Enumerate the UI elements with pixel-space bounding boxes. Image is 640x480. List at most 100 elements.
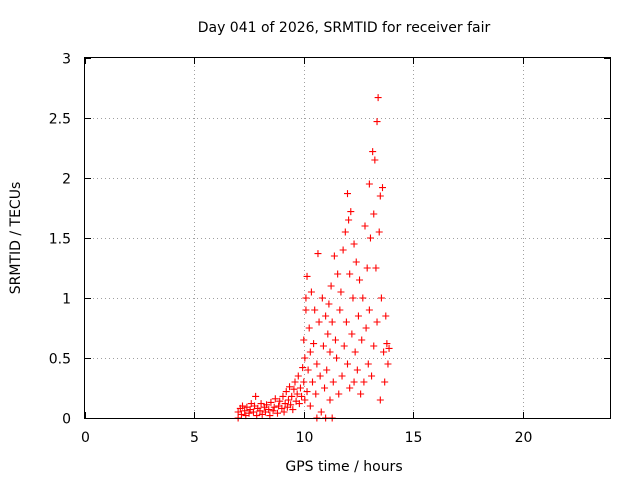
data-point (284, 396, 292, 404)
data-point (382, 312, 390, 320)
data-point (344, 190, 351, 198)
data-point (270, 403, 278, 411)
data-point (362, 324, 370, 332)
data-point (299, 364, 307, 372)
data-point (370, 210, 378, 218)
data-point (372, 264, 380, 272)
data-point (314, 250, 322, 258)
data-point (249, 408, 257, 416)
data-point (330, 252, 338, 260)
data-point (265, 406, 273, 414)
data-point (303, 388, 311, 396)
data-point (326, 396, 334, 404)
y-tick-label: 0.5 (49, 352, 71, 368)
data-point (302, 294, 310, 302)
data-point (357, 390, 365, 398)
data-point (328, 318, 336, 326)
data-point (371, 156, 379, 164)
data-point (364, 360, 372, 368)
data-point (253, 412, 261, 420)
data-point (352, 258, 360, 266)
data-point (288, 392, 296, 400)
data-point (370, 342, 378, 350)
data-point (334, 270, 342, 278)
data-point (286, 383, 294, 391)
data-point (353, 366, 361, 374)
y-tick-label: 1 (62, 292, 71, 308)
data-point (315, 318, 323, 326)
data-point (350, 378, 358, 386)
data-point (373, 118, 381, 126)
data-point (349, 294, 357, 302)
chart-title: Day 041 of 2026, SRMTID for receiver fai… (198, 20, 491, 36)
x-tick-label: 0 (81, 430, 90, 446)
x-tick-label: 10 (296, 430, 314, 446)
x-tick-label: 15 (405, 430, 423, 446)
data-point (267, 398, 275, 406)
data-point (298, 392, 306, 400)
data-point (317, 408, 325, 416)
data-point (294, 372, 302, 380)
data-point (337, 288, 345, 296)
data-point (269, 407, 277, 415)
data-point (278, 404, 286, 412)
data-point (257, 400, 265, 408)
data-point (344, 360, 351, 368)
data-point (351, 348, 359, 356)
data-point (290, 385, 298, 393)
data-point (239, 402, 246, 410)
data-point (342, 318, 350, 326)
axis-ticks: 0 5 10 15 20 0 0.5 1 1.5 2 2.5 3 (49, 52, 610, 446)
data-point (345, 216, 353, 224)
data-point (327, 282, 335, 290)
data-point (306, 402, 314, 410)
data-point (377, 294, 385, 302)
data-point (279, 392, 287, 400)
data-point (379, 184, 386, 192)
data-point (354, 312, 362, 320)
data-point (369, 148, 377, 156)
data-point (384, 360, 392, 368)
data-point (368, 372, 376, 380)
data-point (280, 408, 288, 416)
data-point (245, 409, 253, 417)
data-point (316, 372, 324, 380)
data-point (385, 344, 393, 352)
data-point (312, 390, 320, 398)
data-point (274, 409, 281, 417)
data-point (301, 354, 309, 362)
data-point (376, 396, 384, 404)
x-tick-label: 5 (190, 430, 199, 446)
data-point (358, 336, 366, 344)
data-point (305, 324, 313, 332)
data-point (376, 192, 384, 200)
data-point (340, 342, 348, 350)
data-point (326, 348, 334, 356)
data-point (310, 340, 318, 348)
data-point (348, 330, 356, 338)
data-point (361, 222, 369, 230)
data-point (309, 378, 316, 386)
data-point (322, 312, 330, 320)
data-point (336, 306, 344, 314)
data-point (350, 240, 358, 248)
data-point (289, 406, 297, 414)
data-point (282, 388, 290, 396)
data-point (300, 378, 308, 386)
data-point (325, 300, 333, 308)
data-point (339, 246, 347, 254)
x-tick-label: 20 (515, 430, 533, 446)
data-point (335, 390, 343, 398)
data-point (276, 397, 284, 405)
data-point (303, 272, 311, 280)
data-point (341, 228, 349, 236)
data-point (383, 340, 391, 348)
data-point (313, 360, 321, 368)
data-point (304, 366, 312, 374)
data-points (234, 94, 393, 422)
data-point (293, 390, 301, 398)
data-point (366, 234, 374, 242)
data-point (346, 384, 354, 392)
data-point (373, 318, 381, 326)
